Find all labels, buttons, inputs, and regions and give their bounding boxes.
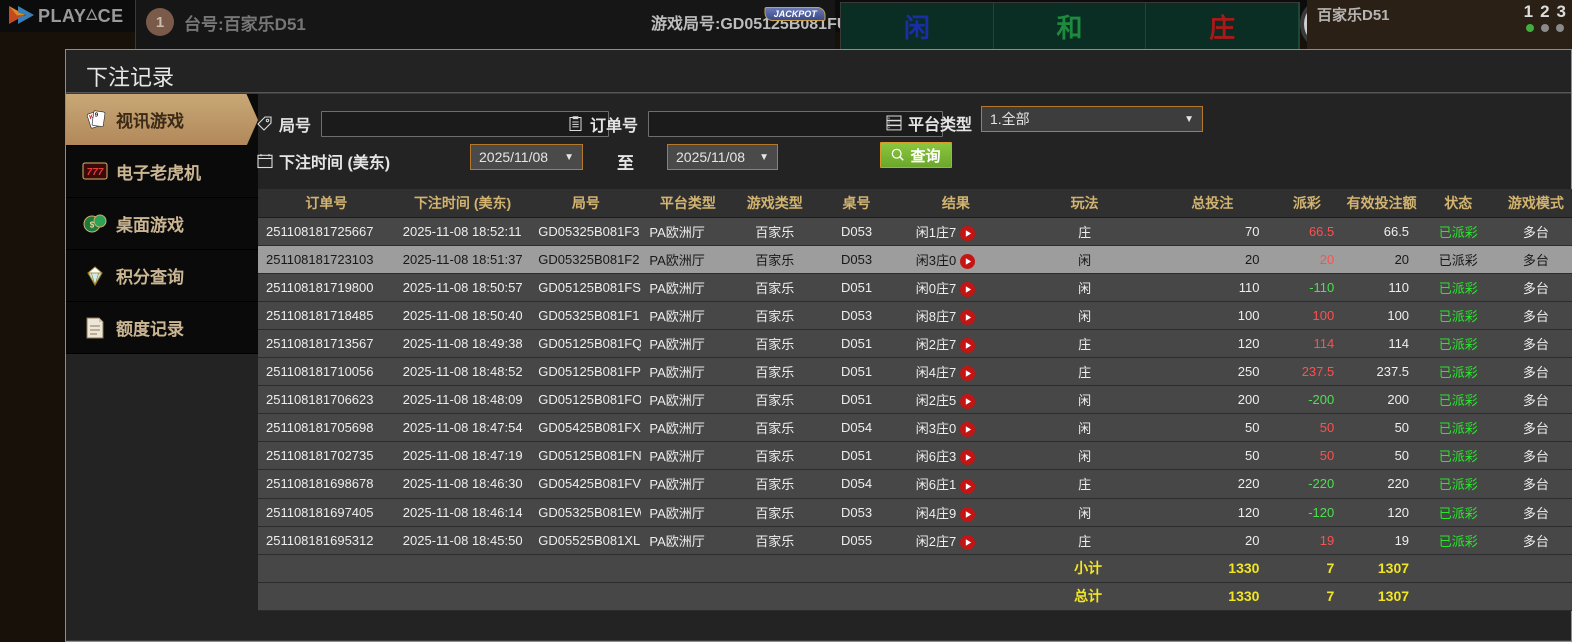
svg-text:777: 777 <box>87 167 104 178</box>
